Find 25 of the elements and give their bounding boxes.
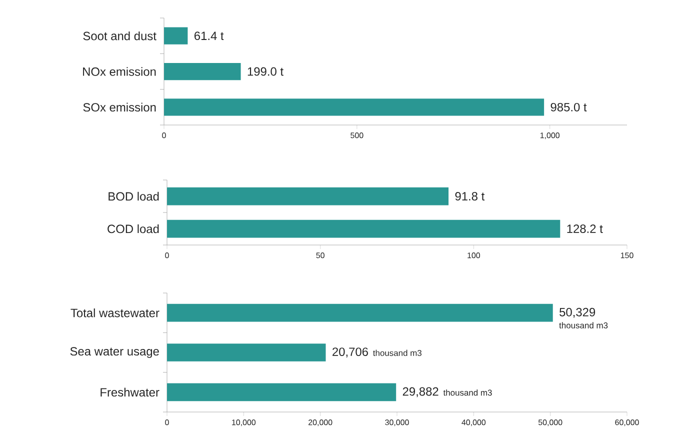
y-tick-label: NOx emission xyxy=(83,67,156,76)
y-tick-label: Total wastewater xyxy=(70,308,160,318)
data-label: 985.0 t xyxy=(550,102,587,112)
bar xyxy=(164,98,544,116)
bar xyxy=(167,344,326,362)
y-tick-label: Freshwater xyxy=(100,388,160,397)
bar xyxy=(164,62,241,80)
y-tick-label: BOD load xyxy=(108,192,159,201)
bar xyxy=(167,304,553,322)
annotation: thousand m3 xyxy=(559,322,608,328)
data-label: 199.0 t xyxy=(248,67,284,76)
bar xyxy=(167,383,396,402)
y-tick-label: Soot and dust xyxy=(83,31,156,40)
annotation: thousand m3 xyxy=(443,389,492,396)
data-label: 20,706 xyxy=(332,348,368,358)
bar xyxy=(164,27,188,44)
data-label: 128.2 t xyxy=(567,224,603,233)
y-tick-label: COD load xyxy=(108,224,159,234)
annotation: thousand m3 xyxy=(373,350,422,356)
y-tick-label: SOx emission xyxy=(83,102,156,112)
y-tick-label: Sea water usage xyxy=(70,347,159,358)
data-label: 50,329 xyxy=(560,308,596,318)
data-label: 61.4 t xyxy=(194,32,224,40)
data-label: 29,882 xyxy=(402,387,438,398)
data-label: 91.8 t xyxy=(455,192,485,200)
